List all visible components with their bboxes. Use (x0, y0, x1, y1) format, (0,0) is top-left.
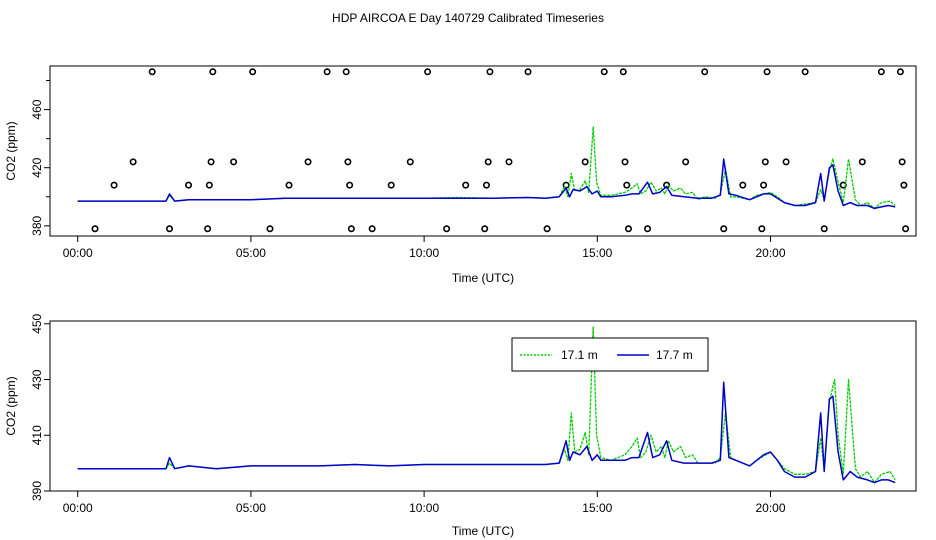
top-marker-point (110, 181, 118, 189)
top-y-axis-label: CO2 (ppm) (4, 121, 18, 180)
bottom-x-tick-label: 00:00 (63, 501, 93, 515)
top-marker-point (763, 68, 771, 76)
top-marker-point (782, 158, 790, 166)
top-marker-point (185, 181, 193, 189)
bottom-plot-box (49, 320, 917, 492)
top-line-series (77, 126, 896, 210)
top-marker-point (285, 181, 293, 189)
top-marker-point (205, 181, 213, 189)
top-marker-point (486, 68, 494, 76)
top-x-tick-label: 15:00 (582, 246, 612, 260)
bottom-x-axis: 00:00 05:00 10:00 15:00 20:00 (63, 491, 786, 515)
top-plot-box (49, 65, 917, 237)
top-marker-point (720, 225, 728, 233)
top-marker-point (368, 225, 376, 233)
top-marker-point (621, 158, 629, 166)
bottom-y-tick-label: 390 (30, 481, 44, 501)
top-x-tick-label: 00:00 (63, 246, 93, 260)
top-marker-point (739, 181, 747, 189)
top-marker-point (543, 225, 551, 233)
top-marker-point (761, 158, 769, 166)
top-marker-point (624, 225, 632, 233)
top-marker-point (644, 225, 652, 233)
top-marker-series (91, 68, 910, 233)
top-marker-point (758, 225, 766, 233)
top-marker-point (682, 158, 690, 166)
top-marker-point (304, 158, 312, 166)
top-marker-point (623, 181, 631, 189)
bottom-x-axis-label: Time (UTC) (452, 524, 514, 538)
top-marker-point (898, 158, 906, 166)
legend-label-17-7m: 17.7 m (656, 348, 693, 362)
top-y-tick-label: 380 (30, 215, 44, 235)
bottom-x-tick-label: 10:00 (409, 501, 439, 515)
top-marker-point (207, 158, 215, 166)
top-marker-point (406, 158, 414, 166)
bottom-y-tick-label: 450 (30, 313, 44, 333)
bottom-y-axis: 390 410 430 450 (30, 313, 50, 501)
bottom-x-tick-label: 20:00 (755, 501, 785, 515)
bottom-y-tick-label: 410 (30, 425, 44, 445)
top-marker-point (619, 68, 627, 76)
top-marker-point (482, 181, 490, 189)
top-marker-point (600, 68, 608, 76)
top-marker-point (344, 158, 352, 166)
top-marker-point (858, 158, 866, 166)
top-marker-point (896, 68, 904, 76)
legend-label-17-1m: 17.1 m (561, 348, 598, 362)
top-marker-point (342, 68, 350, 76)
top-x-tick-label: 10:00 (409, 246, 439, 260)
top-marker-point (801, 68, 809, 76)
top-y-tick-label: 460 (30, 99, 44, 119)
top-x-axis: 00:00 05:00 10:00 15:00 20:00 (63, 236, 786, 260)
figure-title: HDP AIRCOA E Day 140729 Calibrated Times… (332, 11, 604, 25)
top-marker-point (148, 68, 156, 76)
top-marker-point (443, 225, 451, 233)
bottom-panel: 00:00 05:00 10:00 15:00 20:00 390 410 430 450 T… (4, 313, 917, 538)
top-marker-point (877, 68, 885, 76)
top-marker-point (462, 181, 470, 189)
bottom-series-17-7-m-line (77, 381, 896, 484)
top-x-tick-label: 20:00 (755, 246, 785, 260)
top-marker-point (204, 225, 212, 233)
top-marker-point (900, 181, 908, 189)
top-marker-point (902, 225, 910, 233)
bottom-y-tick-label: 430 (30, 369, 44, 389)
bottom-x-tick-label: 05:00 (236, 501, 266, 515)
top-marker-point (323, 68, 331, 76)
bottom-y-axis-label: CO2 (ppm) (4, 376, 18, 435)
top-panel: 00:00 05:00 10:00 15:00 20:00 380 420 460 Time… (4, 65, 917, 285)
top-y-axis: 380 420 460 (30, 80, 50, 236)
top-marker-point (266, 225, 274, 233)
top-marker-point (424, 68, 432, 76)
top-marker-point (249, 68, 257, 76)
top-marker-point (91, 225, 99, 233)
top-marker-point (820, 225, 828, 233)
top-marker-point (230, 158, 238, 166)
top-marker-point (387, 181, 395, 189)
top-marker-point (166, 225, 174, 233)
top-marker-point (701, 68, 709, 76)
top-marker-point (347, 225, 355, 233)
top-marker-point (760, 181, 768, 189)
top-marker-point (524, 68, 532, 76)
top-marker-point (505, 158, 513, 166)
legend: 17.1 m 17.7 m (511, 337, 709, 372)
top-marker-point (484, 158, 492, 166)
top-y-tick-label: 420 (30, 157, 44, 177)
bottom-line-series (77, 325, 896, 484)
top-marker-point (209, 68, 217, 76)
top-marker-point (346, 181, 354, 189)
top-marker-point (581, 158, 589, 166)
top-marker-point (129, 158, 137, 166)
top-x-axis-label: Time (UTC) (452, 271, 514, 285)
top-x-tick-label: 05:00 (236, 246, 266, 260)
top-series-17-7-m-line (77, 158, 896, 210)
bottom-x-tick-label: 15:00 (582, 501, 612, 515)
top-marker-point (481, 225, 489, 233)
